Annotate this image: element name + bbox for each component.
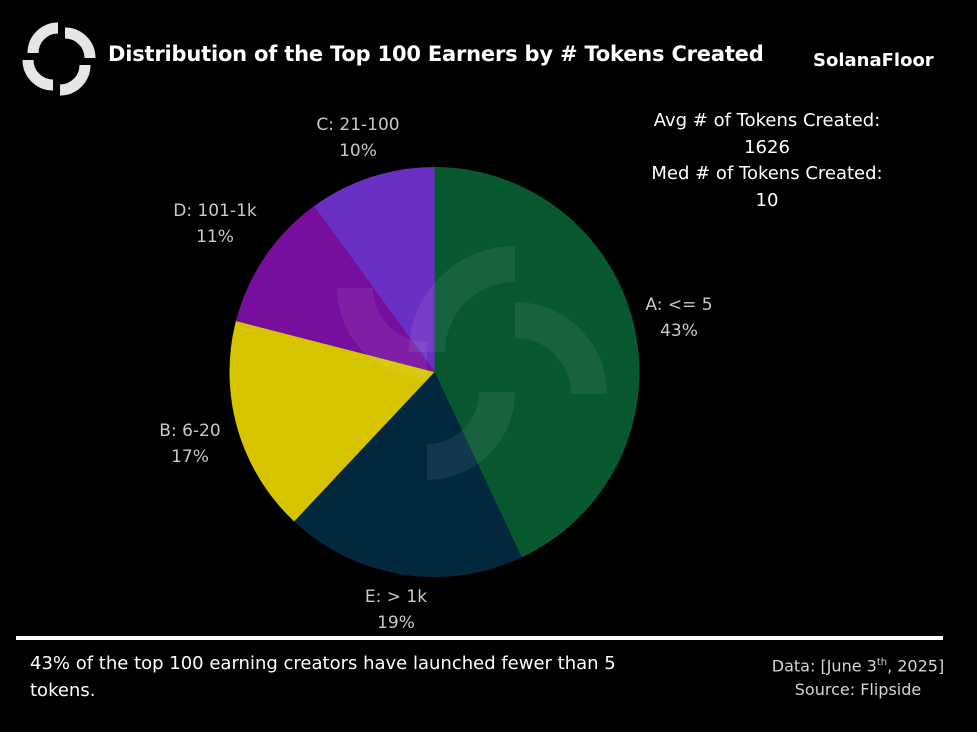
solanafloor-logo-icon <box>22 22 96 96</box>
pie-slice <box>294 372 522 578</box>
median-value: 10 <box>755 189 779 211</box>
median-label: Med # of Tokens Created: <box>651 163 883 184</box>
divider <box>16 636 943 640</box>
chart-title: Distribution of the Top 100 Earners by #… <box>108 42 764 66</box>
avg-label: Avg # of Tokens Created: <box>653 110 881 131</box>
source-info: Data: [June 3th, 2025] Source: Flipside <box>740 651 976 702</box>
slice-label: B: 6-20 17% <box>159 421 221 467</box>
data-date: Data: [June 3th, 2025] <box>771 656 945 676</box>
slice-label: D: 101-1k 11% <box>173 201 257 247</box>
pie-slice <box>434 167 640 558</box>
slice-label: C: 21-100 10% <box>316 115 400 161</box>
stats-panel: Avg # of Tokens Created: 1626 Med # of T… <box>612 108 922 214</box>
footnote: 43% of the top 100 earning creators have… <box>30 653 616 701</box>
watermark-logo-icon <box>337 246 607 480</box>
avg-value: 1626 <box>744 136 790 158</box>
slice-label: E: > 1k 19% <box>364 587 428 633</box>
data-source: Source: Flipside <box>794 680 922 700</box>
slice-label: A: <= 5 43% <box>645 295 713 341</box>
brand-name: SolanaFloor <box>813 50 934 71</box>
pie-slice <box>314 167 435 372</box>
pie-slice <box>235 206 435 372</box>
pie-slice <box>229 321 435 522</box>
